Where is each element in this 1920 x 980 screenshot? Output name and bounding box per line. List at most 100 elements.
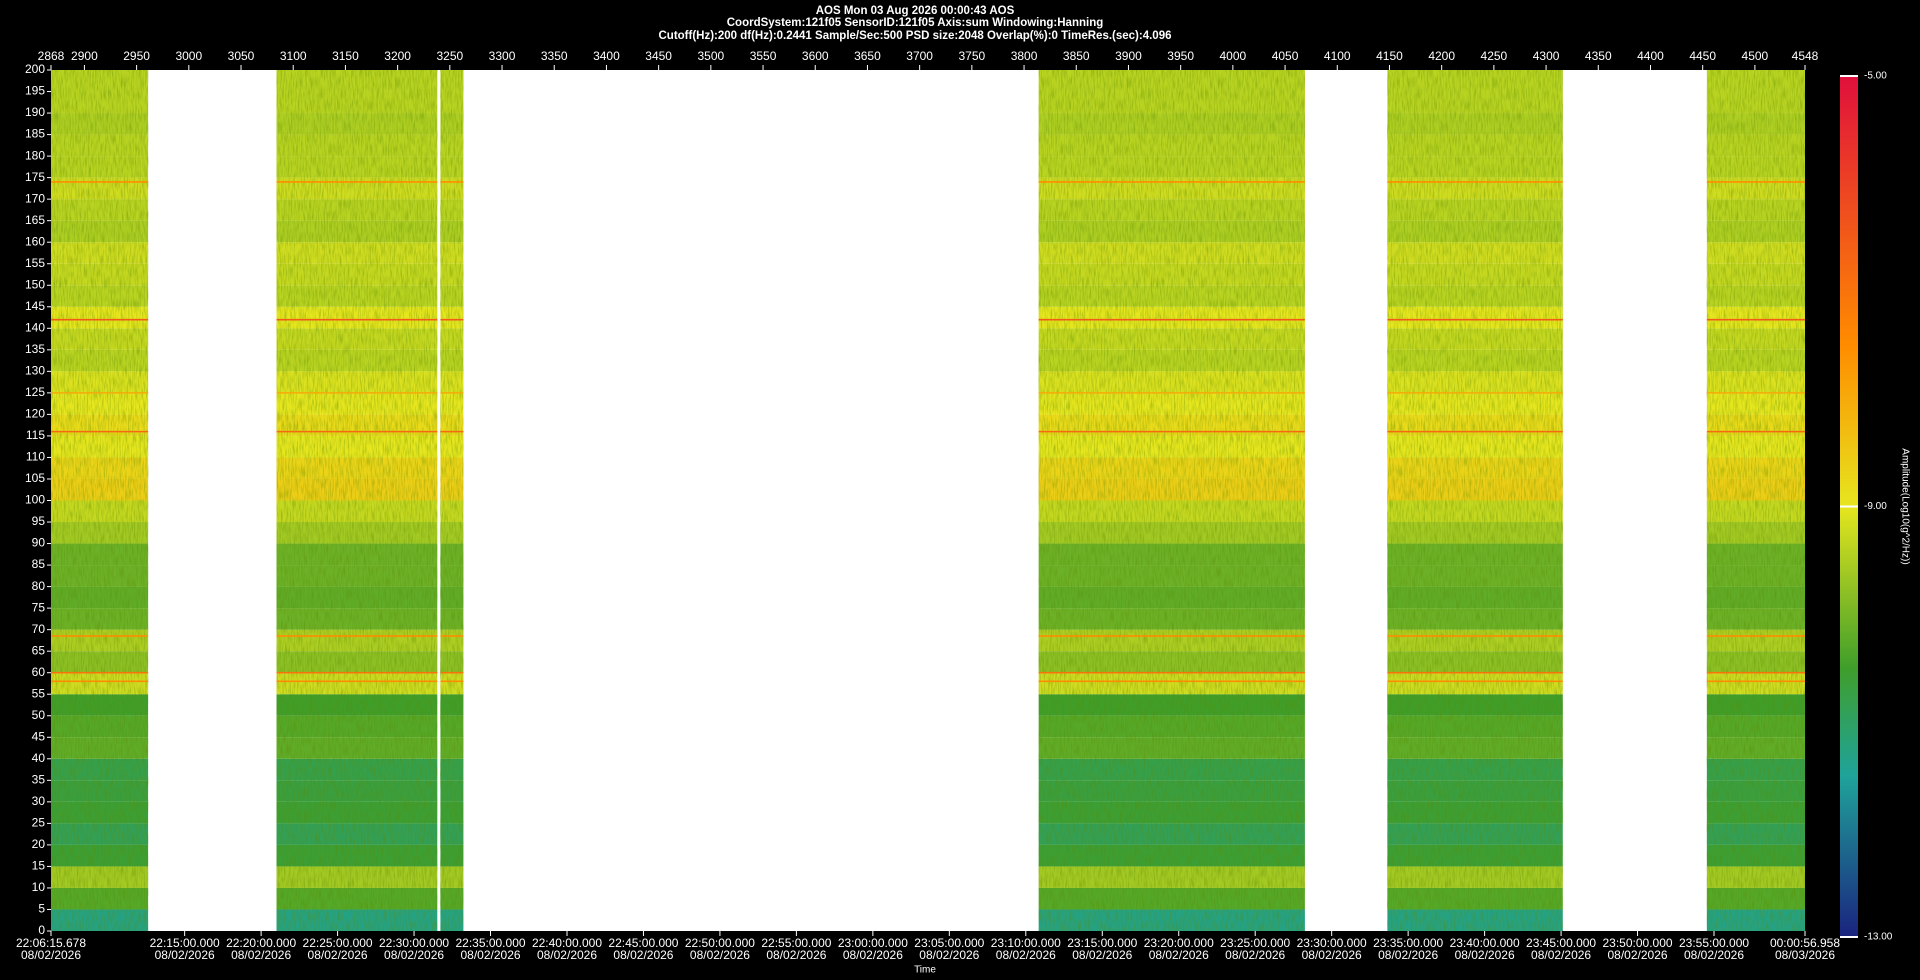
x2-tick-date: 08/02/2026 (1225, 948, 1285, 962)
x2-tick-date: 08/02/2026 (1302, 948, 1362, 962)
x-tick-label: 2950 (123, 49, 150, 63)
x2-tick-date: 08/02/2026 (537, 948, 597, 962)
y-tick-label: 5 (38, 902, 45, 916)
x2-tick-label: 22:06:15.678 (16, 936, 86, 950)
y-tick-label: 65 (32, 643, 46, 657)
y-tick-label: 140 (25, 320, 45, 334)
y-tick-label: 155 (25, 256, 45, 270)
texture (440, 70, 464, 931)
y-tick-label: 25 (32, 816, 46, 830)
y-tick-label: 150 (25, 277, 45, 291)
y-tick-label: 105 (25, 471, 45, 485)
x2-tick-date: 08/02/2026 (1455, 948, 1515, 962)
texture (1706, 70, 1805, 931)
y-tick-label: 110 (26, 450, 45, 464)
y-tick-label: 85 (32, 557, 46, 571)
y-tick-label: 35 (32, 772, 46, 786)
y-tick-label: 165 (25, 213, 45, 227)
y-tick-label: 200 (25, 62, 45, 76)
texture (276, 70, 438, 931)
y-tick-label: 45 (32, 729, 46, 743)
x2-tick-label: 23:50:00.000 (1603, 936, 1673, 950)
x-tick-label: 4150 (1376, 49, 1403, 63)
x2-tick-label: 23:00:00.000 (838, 936, 908, 950)
x2-tick-date: 08/02/2026 (766, 948, 826, 962)
y-tick-label: 10 (32, 880, 46, 894)
x2-tick-label: 22:20:00.000 (226, 936, 296, 950)
x2-tick-date: 08/02/2026 (155, 948, 215, 962)
y-tick-label: 60 (32, 665, 46, 679)
x2-tick-label: 00:00:56.958 (1770, 936, 1840, 950)
x-tick-label: 4350 (1585, 49, 1612, 63)
y-tick-label: 170 (25, 191, 45, 205)
y-tick-label: 100 (25, 493, 45, 507)
y-tick-label: 125 (25, 385, 45, 399)
y-tick-label: 185 (25, 127, 45, 141)
x-tick-label: 3250 (436, 49, 463, 63)
texture (1387, 70, 1563, 931)
x-tick-label: 3300 (489, 49, 516, 63)
x-tick-label: 3650 (854, 49, 881, 63)
x2-tick-label: 23:35:00.000 (1373, 936, 1443, 950)
x-tick-label: 3450 (645, 49, 672, 63)
x-tick-label: 3350 (541, 49, 568, 63)
x-tick-label: 4100 (1324, 49, 1351, 63)
x-tick-label: 3100 (280, 49, 307, 63)
header-line: Cutoff(Hz):200 df(Hz):0.2441 Sample/Sec:… (658, 30, 1171, 42)
x2-tick-label: 22:15:00.000 (150, 936, 220, 950)
x2-tick-label: 22:25:00.000 (303, 936, 373, 950)
x-tick-label: 4500 (1742, 49, 1769, 63)
x-tick-label: 3800 (1011, 49, 1038, 63)
x2-tick-label: 23:40:00.000 (1450, 936, 1520, 950)
y-tick-label: 160 (25, 234, 45, 248)
x2-tick-label: 23:30:00.000 (1297, 936, 1367, 950)
y-tick-label: 190 (25, 105, 45, 119)
x-tick-label: 3850 (1063, 49, 1090, 63)
x2-tick-label: 22:35:00.000 (455, 936, 525, 950)
colorbar-tick-label: -9.00 (1864, 501, 1887, 512)
x-tick-label: 3000 (175, 49, 202, 63)
y-tick-label: 40 (32, 751, 46, 765)
x-tick-label: 3600 (802, 49, 829, 63)
x2-tick-label: 22:30:00.000 (379, 936, 449, 950)
x2-tick-date: 08/02/2026 (996, 948, 1056, 962)
x-tick-label: 2868 (38, 49, 65, 63)
x-tick-label: 4400 (1637, 49, 1664, 63)
y-tick-label: 135 (25, 342, 45, 356)
x-tick-label: 3550 (750, 49, 777, 63)
y-tick-label: 130 (25, 364, 45, 378)
header-line: CoordSystem:121f05 SensorID:121f05 Axis:… (727, 17, 1104, 29)
x2-tick-date: 08/02/2026 (460, 948, 520, 962)
x2-tick-label: 23:15:00.000 (1067, 936, 1137, 950)
x-tick-label: 3700 (906, 49, 933, 63)
y-tick-label: 90 (32, 536, 46, 550)
y-tick-label: 95 (32, 514, 46, 528)
x-tick-label: 4200 (1428, 49, 1455, 63)
x2-tick-label: 23:20:00.000 (1144, 936, 1214, 950)
x2-tick-date: 08/02/2026 (1149, 948, 1209, 962)
x2-tick-date: 08/02/2026 (613, 948, 673, 962)
x-tick-label: 4050 (1272, 49, 1299, 63)
x2-tick-date: 08/02/2026 (384, 948, 444, 962)
x2-tick-date: 08/02/2026 (1531, 948, 1591, 962)
y-tick-label: 75 (32, 600, 46, 614)
x2-tick-date: 08/02/2026 (1378, 948, 1438, 962)
y-tick-label: 30 (32, 794, 46, 808)
x2-tick-date: 08/02/2026 (919, 948, 979, 962)
colorbar-tick-label: -13.00 (1864, 932, 1893, 943)
x-tick-label: 3200 (384, 49, 411, 63)
y-tick-label: 120 (25, 407, 45, 421)
x-tick-label: 3500 (697, 49, 724, 63)
x2-tick-date: 08/02/2026 (231, 948, 291, 962)
x2-tick-date: 08/03/2026 (1775, 948, 1835, 962)
x2-tick-label: 23:05:00.000 (914, 936, 984, 950)
x2-tick-label: 22:40:00.000 (532, 936, 602, 950)
y-tick-label: 55 (32, 686, 46, 700)
y-tick-label: 80 (32, 579, 46, 593)
x2-tick-label: 23:45:00.000 (1526, 936, 1596, 950)
x2-tick-date: 08/02/2026 (21, 948, 81, 962)
texture (1038, 70, 1305, 931)
x2-tick-date: 08/02/2026 (1072, 948, 1132, 962)
x2-tick-label: 23:55:00.000 (1679, 936, 1749, 950)
